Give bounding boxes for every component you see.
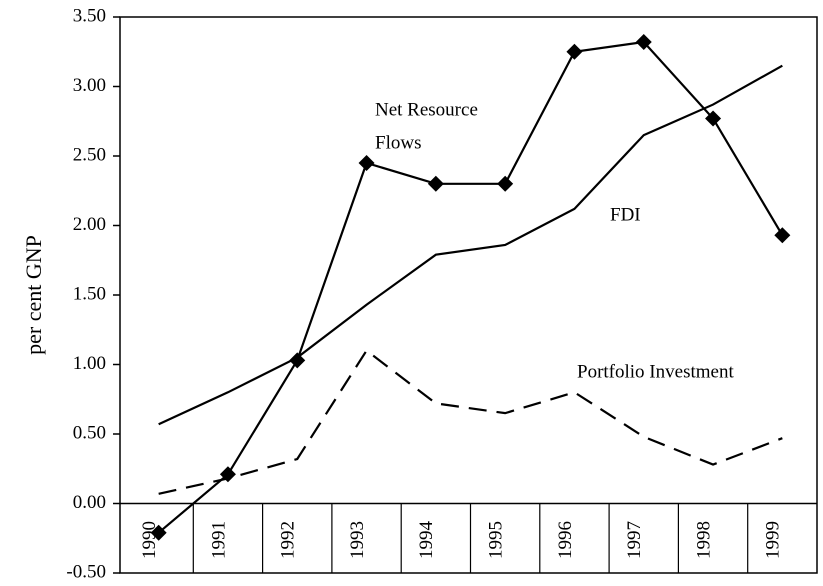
marker xyxy=(566,43,583,60)
x-tick-label: 1991 xyxy=(208,521,229,559)
marker xyxy=(497,175,514,192)
y-tick-label: 0.50 xyxy=(73,422,106,443)
marker xyxy=(705,110,722,127)
marker xyxy=(427,175,444,192)
marker xyxy=(150,524,167,541)
y-tick-label: 3.00 xyxy=(73,75,106,96)
x-tick-label: 1998 xyxy=(693,521,714,559)
series-line xyxy=(157,40,784,534)
x-tick-label: 1996 xyxy=(555,521,576,559)
x-tick-label: 1992 xyxy=(278,521,299,559)
x-tick-label: 1997 xyxy=(624,521,645,559)
annotation: FDI xyxy=(610,204,641,225)
y-tick-label: 3.50 xyxy=(73,5,106,26)
y-tick-label: 1.00 xyxy=(73,353,106,374)
annotation: Net Resource xyxy=(375,99,478,120)
marker xyxy=(358,154,375,171)
marker xyxy=(635,34,652,51)
y-tick-label: 2.50 xyxy=(73,144,106,165)
marker xyxy=(289,352,306,369)
x-tick-label: 1995 xyxy=(486,521,507,559)
y-tick-label: 2.00 xyxy=(73,214,106,235)
marker xyxy=(774,227,791,244)
series-line xyxy=(158,64,783,426)
y-tick-label: -0.50 xyxy=(66,561,106,582)
y-tick-label: 0.00 xyxy=(73,492,106,513)
annotation: Portfolio Investment xyxy=(577,361,734,382)
x-tick-label: 1994 xyxy=(416,521,437,560)
y-tick-label: 1.50 xyxy=(73,283,106,304)
y-axis-title: per cent GNP xyxy=(21,235,46,355)
annotation: Flows xyxy=(375,132,421,153)
series-line xyxy=(158,349,783,495)
x-tick-label: 1993 xyxy=(347,521,368,559)
x-tick-label: 1999 xyxy=(763,521,784,559)
